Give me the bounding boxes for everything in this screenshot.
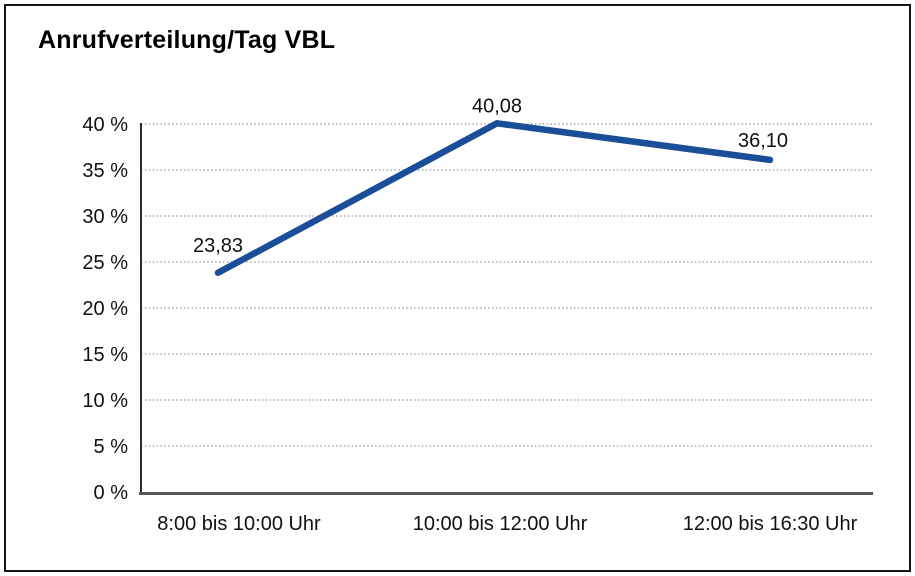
series-line <box>214 120 774 277</box>
data-label-1: 40,08 <box>472 95 522 117</box>
chart-border <box>4 4 911 572</box>
y-tick-0: 0 % <box>94 482 129 504</box>
y-tick-30: 30 % <box>82 206 128 228</box>
y-axis-tick-labels: 0 % 5 % 10 % 15 % 20 % 25 % 30 % 35 % 40… <box>82 114 128 504</box>
x-label-afternoon: 12:00 bis 16:30 Uhr <box>683 513 858 535</box>
y-tick-20: 20 % <box>82 298 128 320</box>
data-labels: 23,83 40,08 36,10 <box>193 95 788 256</box>
y-tick-15: 15 % <box>82 344 128 366</box>
chart-title: Anrufverteilung/Tag VBL <box>38 26 336 54</box>
x-label-morning: 8:00 bis 10:00 Uhr <box>157 513 321 535</box>
x-axis-category-labels: 8:00 bis 10:00 Uhr 10:00 bis 12:00 Uhr 1… <box>157 513 857 535</box>
y-tick-35: 35 % <box>82 160 128 182</box>
x-label-midday: 10:00 bis 12:00 Uhr <box>413 513 588 535</box>
y-tick-25: 25 % <box>82 252 128 274</box>
data-label-0: 23,83 <box>193 235 243 257</box>
y-tick-10: 10 % <box>82 390 128 412</box>
gridlines <box>141 123 873 447</box>
data-label-2: 36,10 <box>738 130 788 152</box>
y-tick-5: 5 % <box>94 436 129 458</box>
y-tick-40: 40 % <box>82 114 128 136</box>
